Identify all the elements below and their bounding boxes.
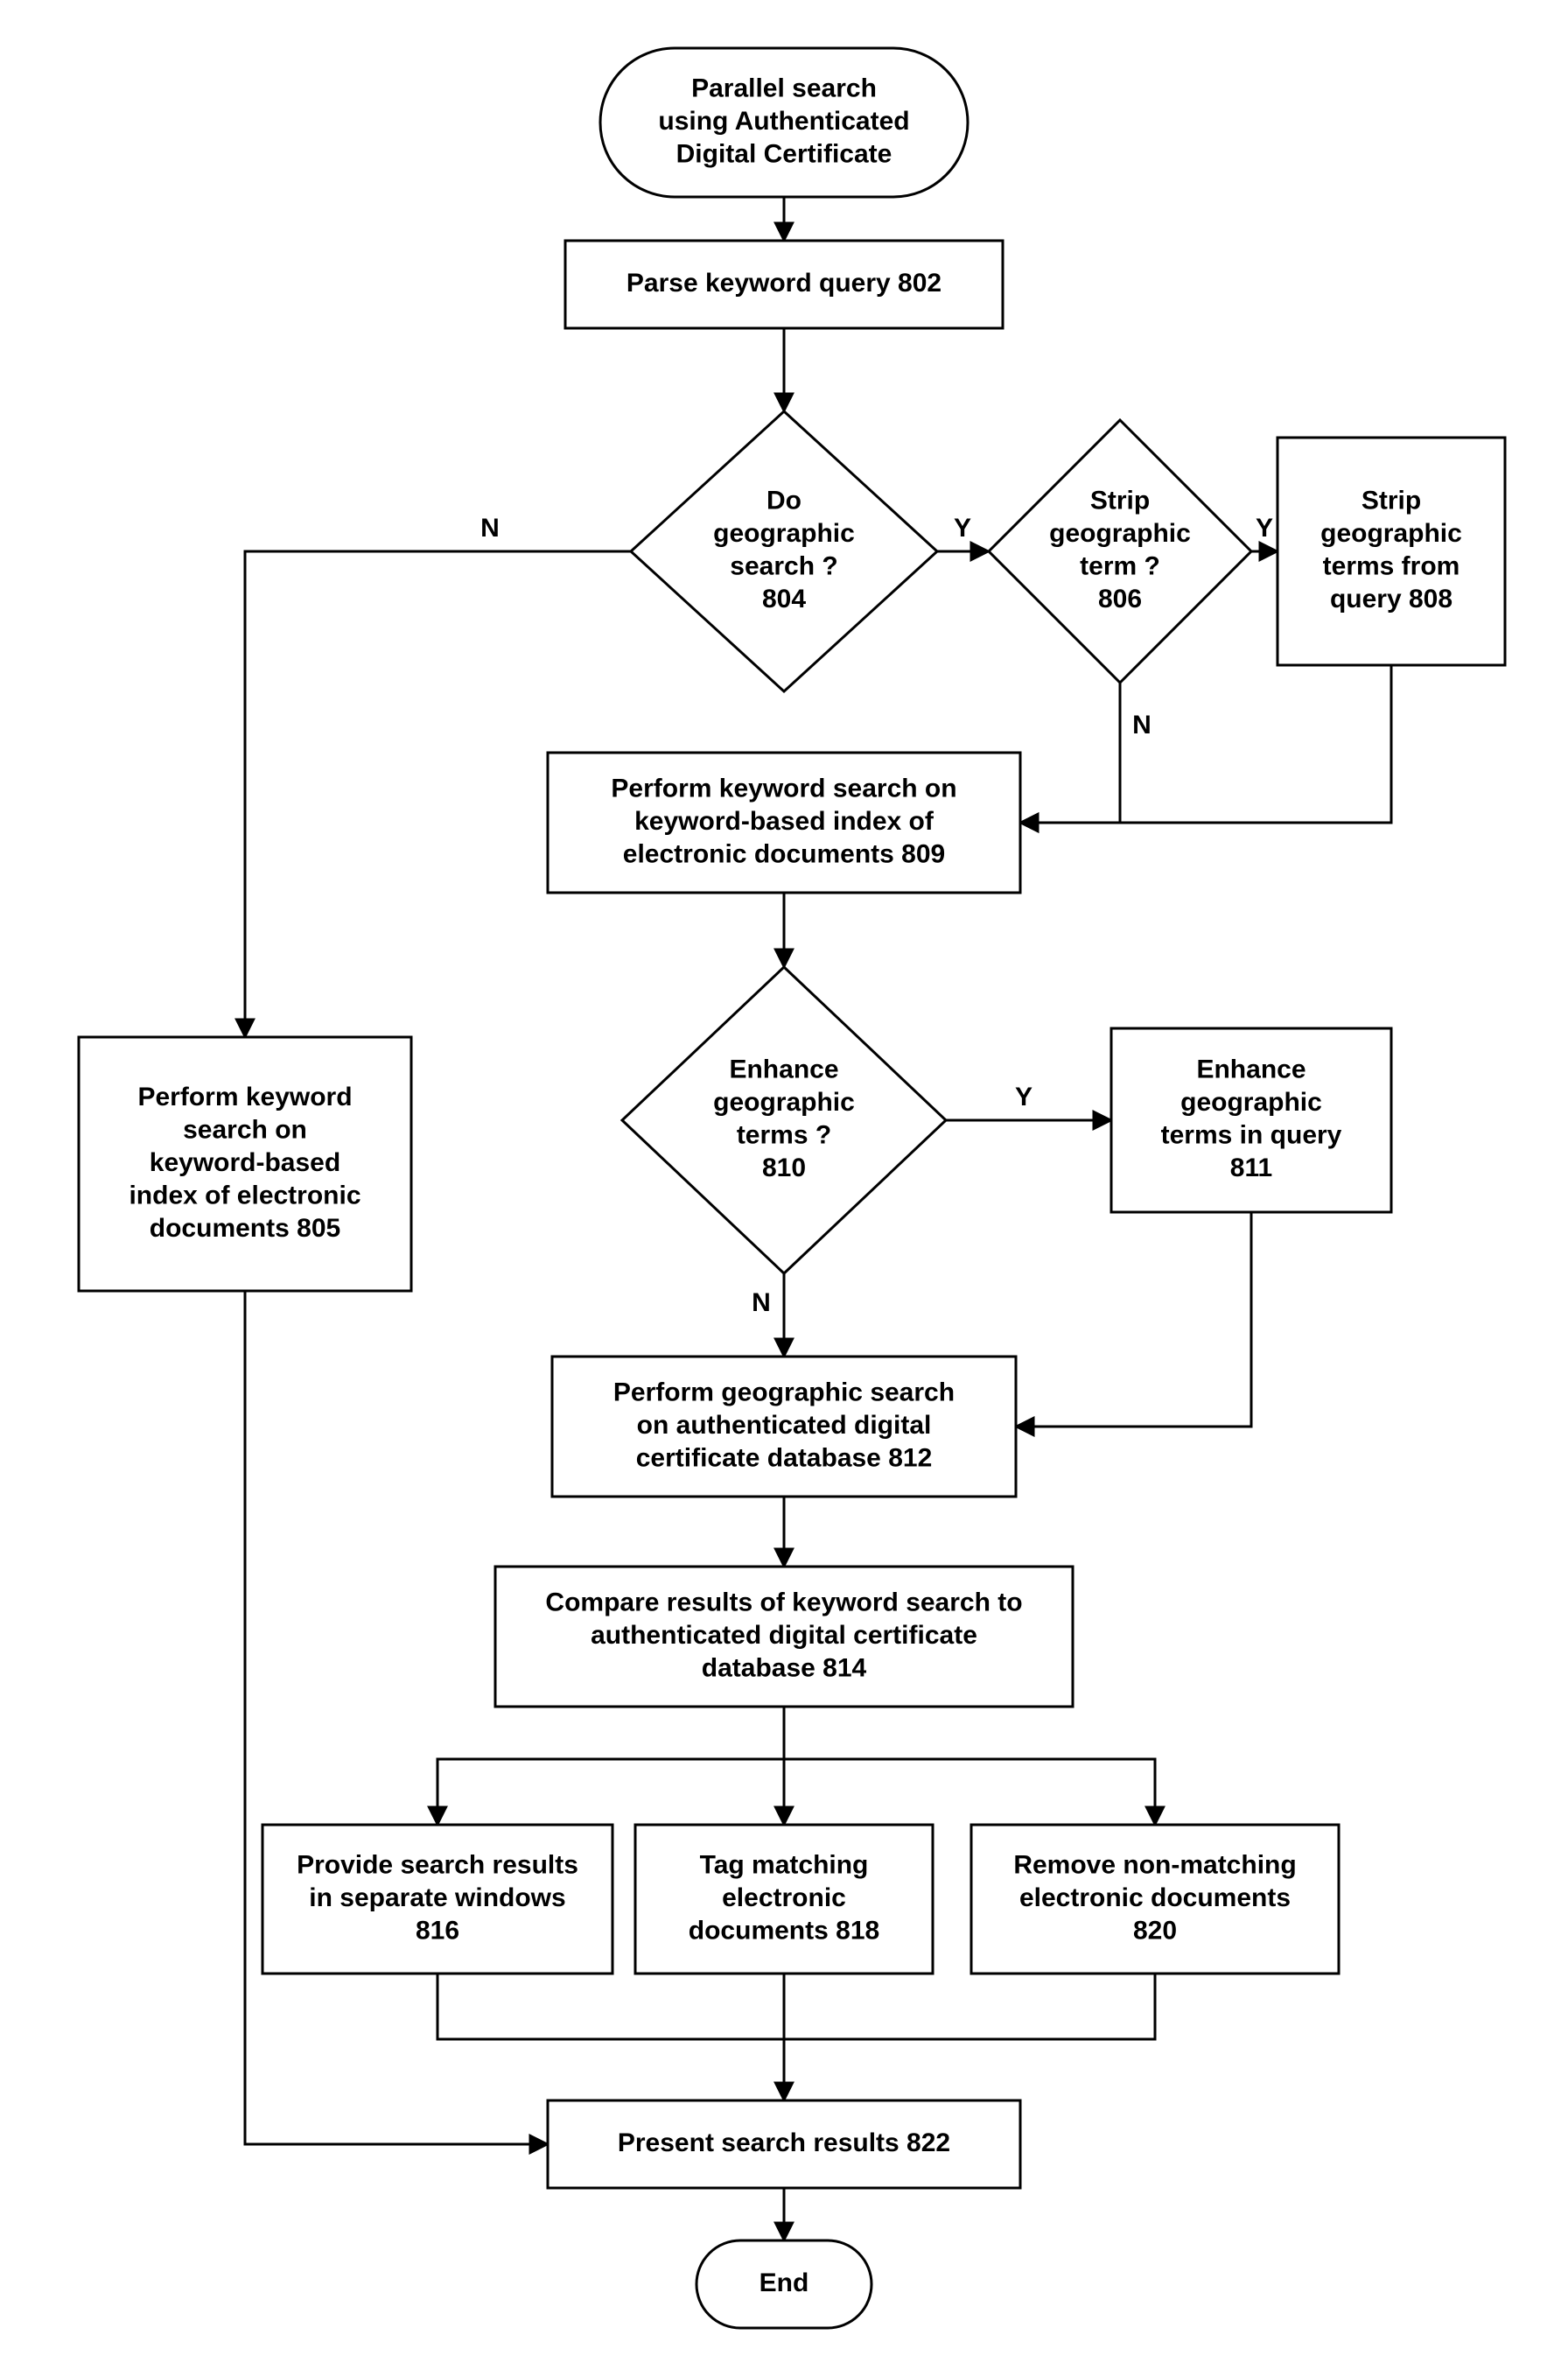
node-text: documents 818 bbox=[689, 1916, 879, 1945]
edge-label: N bbox=[480, 514, 500, 543]
edge-n820-merge bbox=[784, 1974, 1155, 2039]
node-n804: Do geographic search ? 804 bbox=[631, 411, 937, 691]
edge-n806-n809 bbox=[1020, 683, 1120, 823]
node-text: Remove non-matching bbox=[1013, 1850, 1296, 1879]
node-text: electronic bbox=[722, 1883, 846, 1912]
node-text: keyword-based bbox=[150, 1148, 340, 1177]
node-n810: Enhance geographic terms ? 810 bbox=[622, 967, 946, 1273]
node-text: Compare results of keyword search to bbox=[545, 1588, 1022, 1616]
node-text: 810 bbox=[762, 1153, 806, 1182]
node-text: geographic bbox=[1049, 519, 1191, 548]
edge-label: Y bbox=[1256, 514, 1273, 543]
node-text: End bbox=[760, 2268, 809, 2297]
node-end: End bbox=[696, 2240, 872, 2328]
node-text: electronic documents 809 bbox=[623, 839, 945, 868]
node-text: 811 bbox=[1230, 1153, 1272, 1182]
node-text: search ? bbox=[730, 552, 837, 581]
node-n816: Provide search results in separate window… bbox=[262, 1825, 612, 1974]
node-text: Enhance bbox=[729, 1055, 838, 1084]
flowchart-diagram: Y Y N N Y N Parallel search using Authenticate… bbox=[0, 0, 1568, 2377]
edge-label: Y bbox=[1015, 1083, 1032, 1111]
node-text: term ? bbox=[1080, 552, 1160, 581]
node-text: 804 bbox=[762, 585, 806, 614]
node-n806: Strip geographic term ? 806 bbox=[989, 420, 1251, 683]
edge-label: Y bbox=[954, 514, 971, 543]
node-text: search on bbox=[183, 1115, 307, 1144]
node-text: 820 bbox=[1133, 1916, 1177, 1945]
node-text: Do bbox=[766, 487, 802, 515]
node-n808: Strip geographic terms from query 808 bbox=[1278, 438, 1505, 665]
node-n822: Present search results 822 bbox=[548, 2100, 1020, 2188]
node-text: geographic bbox=[713, 1088, 855, 1117]
node-text: database 814 bbox=[702, 1653, 867, 1682]
node-n802: Parse keyword query 802 bbox=[565, 241, 1003, 328]
node-n818: Tag matching electronic documents 818 bbox=[635, 1825, 933, 1974]
node-text: geographic bbox=[1180, 1088, 1322, 1117]
node-text: Parse keyword query 802 bbox=[626, 269, 942, 298]
node-text: in separate windows bbox=[309, 1883, 565, 1912]
edge-label: N bbox=[1132, 711, 1152, 740]
edge-n811-n812 bbox=[1016, 1212, 1251, 1427]
node-text: Provide search results bbox=[297, 1850, 578, 1879]
node-text: 816 bbox=[416, 1916, 459, 1945]
node-text: authenticated digital certificate bbox=[591, 1621, 977, 1650]
edge-split-n816 bbox=[438, 1759, 784, 1825]
node-text: Perform keyword bbox=[137, 1083, 352, 1111]
node-text: terms from bbox=[1323, 552, 1460, 581]
node-text: Present search results 822 bbox=[618, 2128, 950, 2157]
edge-split-n820 bbox=[784, 1759, 1155, 1825]
node-n812: Perform geographic search on authenticate… bbox=[552, 1357, 1016, 1497]
node-text: electronic documents bbox=[1019, 1883, 1291, 1912]
node-text: geographic bbox=[1320, 519, 1462, 548]
node-text: terms ? bbox=[737, 1121, 831, 1150]
node-text: Digital Certificate bbox=[676, 139, 892, 168]
edge-n805-n822 bbox=[245, 1291, 548, 2144]
node-text: certificate database 812 bbox=[636, 1443, 933, 1472]
node-text: geographic bbox=[713, 519, 855, 548]
node-n814: Compare results of keyword search to auth… bbox=[495, 1567, 1073, 1707]
node-text: Perform geographic search bbox=[613, 1378, 955, 1406]
node-n809: Perform keyword search on keyword-based i… bbox=[548, 753, 1020, 893]
node-text: terms in query bbox=[1161, 1121, 1342, 1150]
node-text: Enhance bbox=[1196, 1055, 1306, 1084]
node-text: Tag matching bbox=[700, 1850, 869, 1879]
node-text: query 808 bbox=[1330, 585, 1452, 614]
node-text: on authenticated digital bbox=[637, 1411, 932, 1440]
node-text: using Authenticated bbox=[658, 107, 909, 136]
node-text: 806 bbox=[1098, 585, 1142, 614]
node-text: Strip bbox=[1362, 487, 1421, 515]
node-n820: Remove non-matching electronic documents 8… bbox=[971, 1825, 1339, 1974]
node-text: Perform keyword search on bbox=[611, 774, 956, 803]
nodes-layer: Parallel search using Authenticated Digita… bbox=[79, 48, 1505, 2328]
node-text: keyword-based index of bbox=[634, 807, 934, 836]
node-text: Parallel search bbox=[691, 74, 877, 102]
edge-label: N bbox=[752, 1288, 771, 1317]
edge-n816-merge bbox=[438, 1974, 784, 2039]
node-n805: Perform keyword search on keyword-based ind… bbox=[79, 1037, 411, 1291]
node-text: documents 805 bbox=[150, 1214, 340, 1243]
node-start: Parallel search using Authenticated Digita… bbox=[600, 48, 968, 197]
node-text: index of electronic bbox=[129, 1181, 360, 1210]
node-text: Strip bbox=[1090, 487, 1150, 515]
edge-n808-n809 bbox=[1020, 665, 1391, 823]
node-n811: Enhance geographic terms in query 811 bbox=[1111, 1028, 1391, 1212]
